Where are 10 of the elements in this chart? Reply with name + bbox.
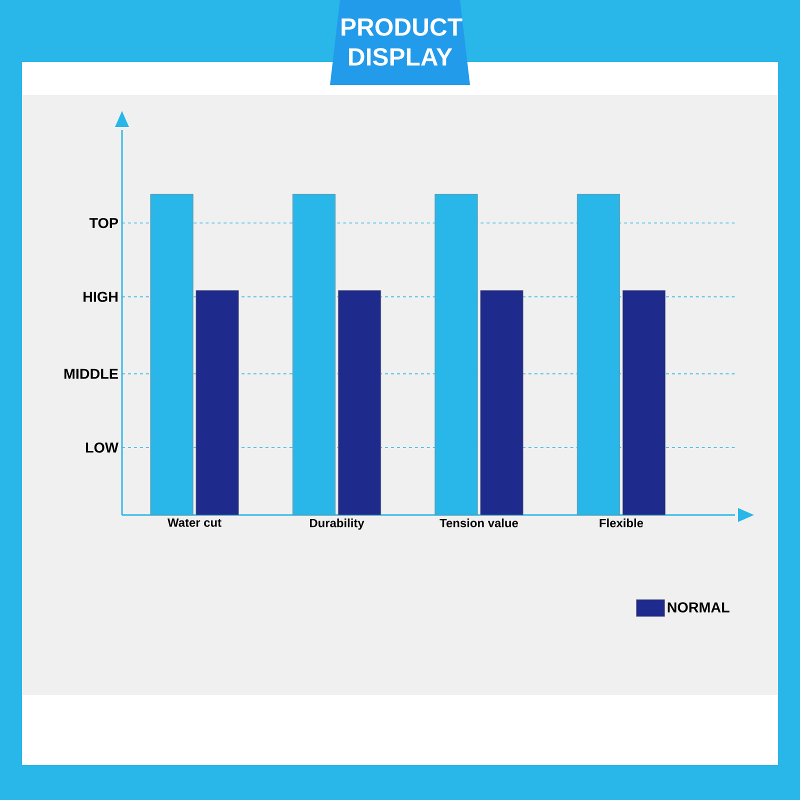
chart-title: PRODUCT DISPLAY [342, 18, 462, 66]
x-tick-label: Flexible [600, 518, 644, 528]
ref-line-label: TOP [89, 218, 118, 228]
ref-line-label: HIGH [84, 292, 118, 302]
legend-label: NORMAL [668, 602, 730, 612]
ref-line-label: MIDDLE [64, 368, 118, 379]
x-tick-label: Tension value [440, 518, 518, 528]
x-tick-label: Durability [310, 518, 364, 530]
x-tick-label: Water cut [168, 518, 222, 527]
ref-line-label: LOW [86, 442, 118, 453]
